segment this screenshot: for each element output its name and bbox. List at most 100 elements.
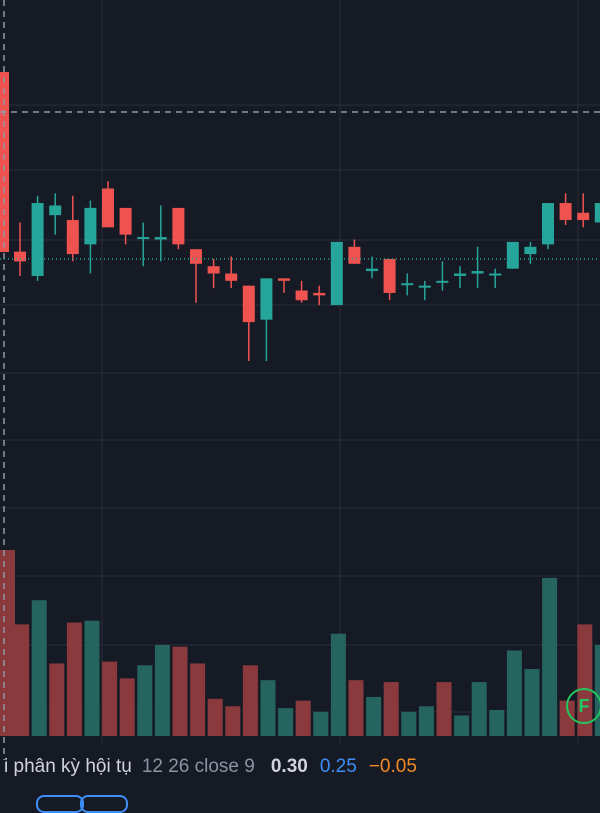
candle-body: [454, 273, 466, 276]
candle: [172, 207, 185, 250]
candle: [84, 200, 97, 274]
candle-body: [154, 237, 167, 240]
price-pane: [0, 72, 600, 361]
candle: [454, 266, 466, 289]
volume-bar: [383, 682, 399, 736]
candle-body: [524, 246, 537, 255]
volume-bar: [348, 680, 364, 736]
candle-body: [436, 280, 449, 283]
volume-bar: [330, 633, 346, 736]
candle: [154, 205, 167, 262]
volume-bar: [225, 706, 241, 736]
candle: [489, 268, 502, 289]
candle: [542, 203, 554, 250]
macd-value: 0.30: [270, 756, 308, 777]
candle: [559, 193, 572, 225]
volume-bar: [137, 665, 153, 736]
volume-bar: [31, 600, 47, 736]
crosshair-overlay: [0, 0, 600, 760]
candle-body: [471, 271, 484, 274]
flag-badge-letter: F: [578, 695, 590, 716]
candle: [577, 193, 590, 228]
candle-body: [14, 251, 26, 262]
candle: [330, 241, 343, 306]
bottom-toolbar: [0, 790, 600, 813]
candle-body: [559, 203, 572, 221]
volume-bar: [172, 646, 188, 736]
candle: [190, 249, 202, 303]
candle-body: [506, 241, 519, 269]
signal-value: 0.25: [319, 756, 357, 777]
volume-bar: [242, 665, 258, 736]
volume-bar: [471, 682, 487, 736]
candle: [401, 273, 414, 296]
candle-body: [31, 203, 44, 276]
candle-body: [49, 205, 62, 216]
candle: [436, 261, 449, 291]
volume-bar: [260, 680, 276, 736]
toolbar-pill-left[interactable]: [36, 795, 84, 813]
candle: [102, 181, 114, 228]
candle-body: [418, 285, 431, 288]
volume-bar: [295, 700, 311, 736]
candle-body-partial: [0, 72, 9, 252]
candle: [295, 280, 308, 303]
candle: [594, 203, 600, 223]
volume-bar: [0, 550, 15, 736]
candle: [225, 256, 238, 289]
candle: [260, 278, 273, 361]
volume-bar: [506, 650, 522, 736]
candle-body: [207, 266, 220, 274]
volume-bar: [49, 663, 65, 736]
candle-body: [66, 220, 79, 255]
indicator-name: i phân kỳ hội tụ: [4, 756, 132, 777]
candle: [66, 195, 79, 262]
volume-pane: [0, 550, 600, 736]
volume-bar: [66, 622, 82, 736]
candle-body: [119, 207, 132, 235]
volume-bar: [14, 624, 30, 736]
candle-body: [102, 188, 114, 228]
histogram-value: −0.05: [368, 756, 417, 777]
candle: [242, 285, 255, 361]
candle: [506, 241, 519, 269]
candle: [137, 222, 150, 267]
candle: [348, 239, 361, 264]
volume-bar: [84, 620, 100, 736]
volume-bar: [207, 698, 223, 736]
volume-bar: [119, 678, 135, 736]
candle-body: [225, 273, 238, 281]
volume-bar: [542, 577, 558, 736]
macd-legend[interactable]: i phân kỳ hội tụ 12 26 close 9 0.30 0.25…: [0, 748, 600, 786]
candle: [31, 195, 44, 281]
candle-body: [489, 273, 502, 276]
volume-bar: [366, 696, 382, 736]
candle-body: [260, 278, 273, 320]
volume-bar: [524, 669, 540, 736]
volume-bar: [454, 715, 470, 736]
flag-badge[interactable]: F: [566, 688, 600, 724]
volume-bar: [278, 708, 294, 736]
candle-body: [383, 258, 396, 293]
candle: [119, 207, 132, 245]
candle-body: [366, 268, 378, 272]
toolbar-pill-right[interactable]: [80, 795, 128, 813]
candle: [207, 258, 220, 289]
candle: [278, 278, 290, 293]
volume-bar: [436, 682, 452, 736]
candle: [471, 246, 484, 289]
volume-bar: [313, 711, 329, 736]
candle-body: [84, 207, 97, 245]
volume-bar: [102, 661, 118, 736]
candle: [418, 280, 431, 301]
candle-body: [401, 283, 414, 286]
indicator-params: 12 26 close 9: [141, 756, 255, 777]
candle: [366, 256, 378, 279]
candle-body: [348, 246, 361, 264]
candle: [49, 193, 62, 235]
volume-bar: [401, 711, 417, 736]
candle-body: [172, 207, 185, 245]
candle: [14, 222, 26, 276]
candle-body: [577, 212, 590, 221]
